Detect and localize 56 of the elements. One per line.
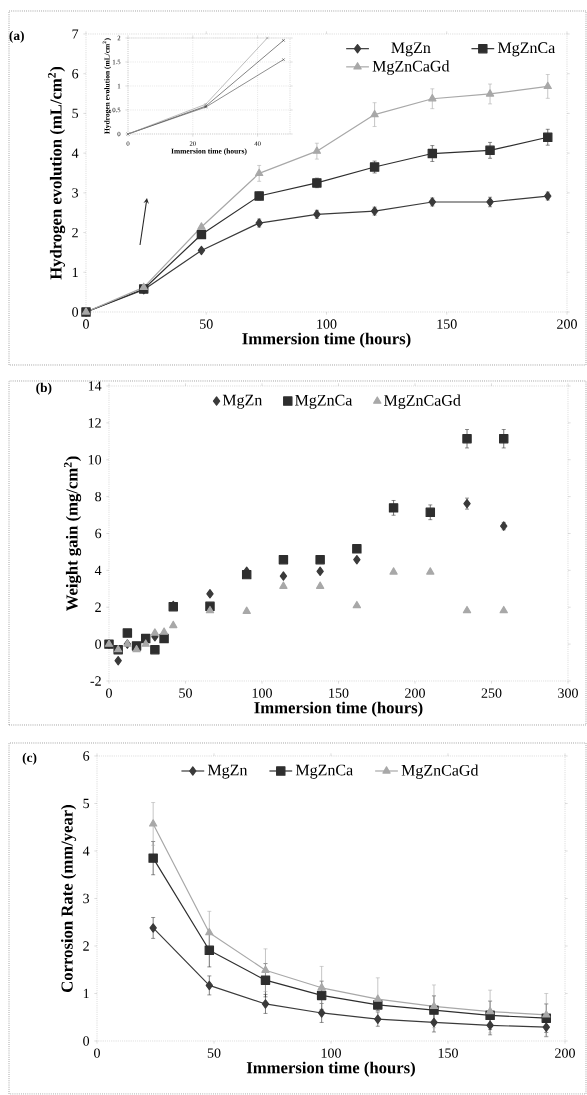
y-tick-label: 4 [71, 148, 79, 158]
x-tick-label: 200 [405, 688, 425, 698]
y-axis-title: Weight gain (mg/cm$^{2}$) [63, 456, 82, 612]
legend-label: MgZnCa [497, 42, 556, 57]
y-tick-label: 1 [72, 267, 78, 277]
x-tick-label: 100 [317, 319, 337, 329]
x-tick-label: 150 [437, 319, 457, 329]
chart-title: (a) [9, 30, 24, 43]
y-tick-label: 2 [95, 602, 101, 612]
legend-label: MgZnCa [295, 394, 353, 409]
y-tick-label: 6 [95, 528, 102, 539]
legend-label: MgZn [207, 764, 248, 779]
y-tick-label: 12 [88, 418, 101, 428]
y-axis-title: Corrosion Rate (mm/year) [60, 804, 77, 992]
y-tick-label: 0 [83, 1036, 90, 1046]
x-tick-label: 200 [557, 319, 577, 329]
legend-label: MgZnCaGd [383, 394, 461, 410]
legend-label: MgZn [222, 394, 263, 409]
x-tick-label: 250 [481, 688, 502, 698]
y-tick-label: 5 [83, 798, 90, 809]
x-tick-label: 50 [200, 319, 213, 329]
y-tick-label: 10 [88, 455, 102, 465]
y-tick-label: 6 [83, 751, 90, 761]
x-tick-label: 50 [207, 1048, 221, 1058]
legend-label: MgZnCa [295, 764, 353, 779]
x-tick-label: 300 [558, 688, 578, 698]
x-axis-title: Immersion time (hours) [246, 1061, 415, 1077]
x-axis-title: Immersion time (hours) [242, 332, 411, 348]
legend-label: MgZn [391, 42, 431, 57]
y-tick-label: 0 [95, 639, 102, 649]
y-tick-label: -2 [90, 676, 101, 686]
legend-label: MgZnCaGd [401, 764, 479, 779]
y-tick-label: 0 [72, 307, 79, 317]
y-tick-label: 5 [72, 108, 79, 119]
y-tick-label: 14 [88, 381, 102, 391]
y-tick-label: 4 [82, 846, 90, 856]
y-tick-label: 4 [94, 565, 102, 575]
y-tick-label: 3 [83, 893, 90, 904]
y-tick-label: 6 [72, 69, 79, 79]
legend-label: MgZnCaGd [372, 60, 450, 75]
y-tick-label: 8 [95, 491, 102, 502]
chart-title: (c) [22, 752, 37, 765]
y-axis-title: Hydrogen evolution (mL/cm$^{2}$) [47, 66, 66, 280]
y-tick-label: 1 [83, 988, 89, 999]
x-tick-label: 100 [321, 1048, 341, 1058]
x-tick-label: 50 [179, 688, 192, 698]
y-tick-label: 3 [72, 188, 79, 198]
chart-title: (b) [36, 382, 52, 395]
y-tick-label: 2 [83, 941, 89, 951]
y-tick-label: 2 [72, 227, 78, 238]
x-tick-label: 150 [438, 1048, 458, 1058]
x-tick-label: 200 [555, 1048, 575, 1058]
x-tick-label: 100 [252, 688, 272, 698]
y-tick-label: 7 [72, 29, 79, 39]
x-tick-label: 150 [329, 688, 349, 698]
x-axis-title: Immersion time (hours) [254, 701, 423, 717]
